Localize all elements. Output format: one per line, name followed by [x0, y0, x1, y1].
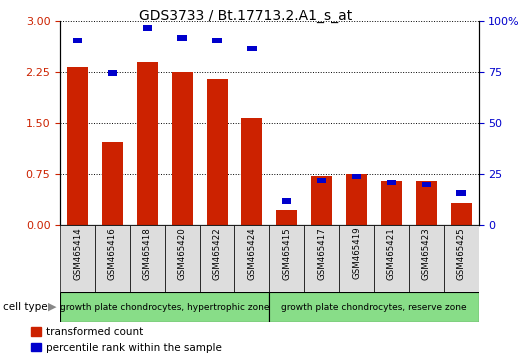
Bar — [339, 225, 374, 292]
Text: cell type: cell type — [3, 302, 47, 312]
Bar — [130, 225, 165, 292]
Text: GSM465418: GSM465418 — [143, 227, 152, 280]
Text: GSM465423: GSM465423 — [422, 227, 431, 280]
Text: GSM465414: GSM465414 — [73, 227, 82, 280]
Bar — [282, 198, 291, 204]
Bar — [409, 225, 444, 292]
Bar — [457, 190, 466, 196]
Bar — [165, 225, 200, 292]
Bar — [451, 203, 472, 225]
Text: ▶: ▶ — [48, 302, 56, 312]
Bar — [95, 225, 130, 292]
Text: GSM465421: GSM465421 — [387, 227, 396, 280]
Bar — [137, 62, 158, 225]
Bar — [269, 225, 304, 292]
Text: GSM465420: GSM465420 — [178, 227, 187, 280]
Bar — [247, 46, 257, 51]
Text: GSM465416: GSM465416 — [108, 227, 117, 280]
Bar — [102, 142, 123, 225]
Bar — [172, 72, 192, 225]
Text: growth plate chondrocytes, reserve zone: growth plate chondrocytes, reserve zone — [281, 303, 467, 312]
Bar — [317, 178, 326, 183]
Bar — [276, 210, 297, 225]
Text: GSM465419: GSM465419 — [352, 227, 361, 279]
Bar — [311, 176, 332, 225]
Text: GSM465415: GSM465415 — [282, 227, 291, 280]
Text: GSM465425: GSM465425 — [457, 227, 465, 280]
Bar — [60, 292, 269, 322]
Text: GSM465424: GSM465424 — [247, 227, 256, 280]
Bar — [212, 38, 222, 43]
Bar — [386, 180, 396, 185]
Bar — [374, 225, 409, 292]
Bar — [177, 35, 187, 41]
Bar — [200, 225, 234, 292]
Bar — [304, 225, 339, 292]
Bar — [207, 79, 228, 225]
Bar — [60, 225, 95, 292]
Bar — [422, 182, 431, 188]
Legend: transformed count, percentile rank within the sample: transformed count, percentile rank withi… — [31, 327, 222, 353]
Bar — [143, 25, 152, 31]
Bar — [234, 225, 269, 292]
Bar — [269, 292, 479, 322]
Bar — [67, 67, 88, 225]
Bar — [381, 181, 402, 225]
Bar — [73, 38, 82, 43]
Bar — [352, 174, 361, 179]
Text: GSM465422: GSM465422 — [212, 227, 222, 280]
Text: GSM465417: GSM465417 — [317, 227, 326, 280]
Bar — [108, 70, 117, 75]
Bar — [416, 181, 437, 225]
Bar — [346, 174, 367, 225]
Bar — [242, 118, 263, 225]
Text: GDS3733 / Bt.17713.2.A1_s_at: GDS3733 / Bt.17713.2.A1_s_at — [139, 9, 353, 23]
Bar — [444, 225, 479, 292]
Text: growth plate chondrocytes, hypertrophic zone: growth plate chondrocytes, hypertrophic … — [60, 303, 269, 312]
